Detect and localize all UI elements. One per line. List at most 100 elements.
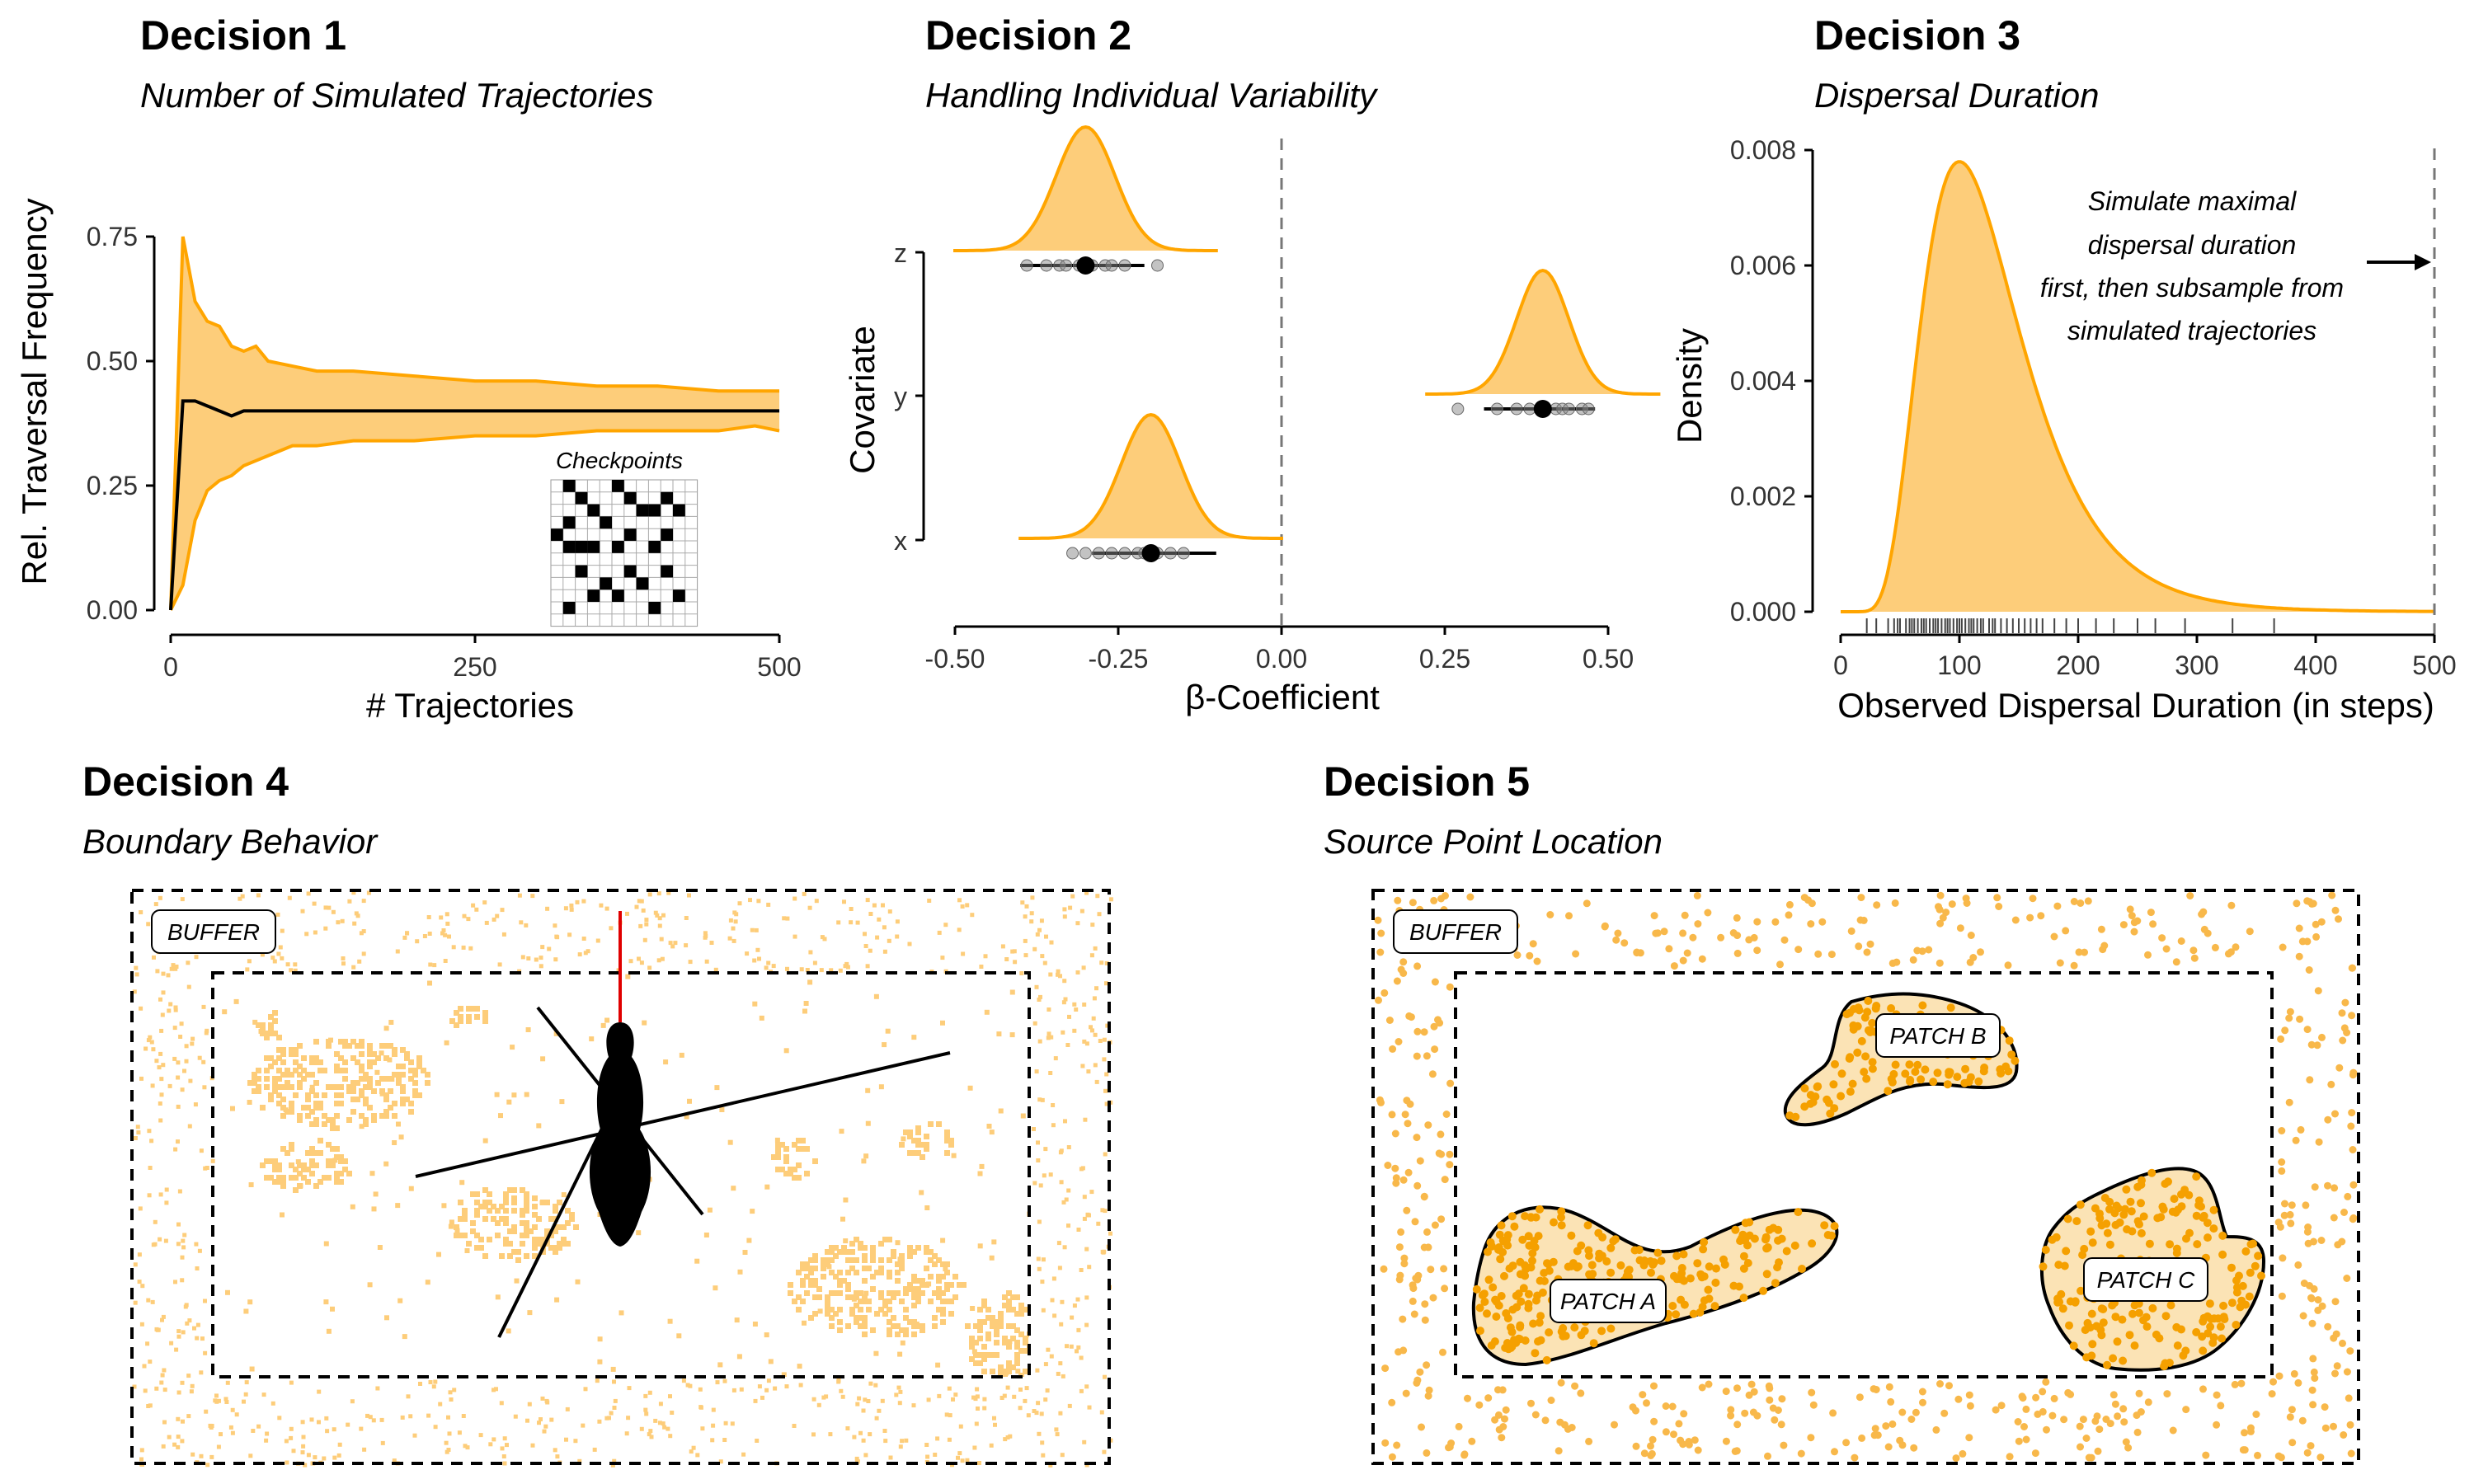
habitat-pixel bbox=[334, 1125, 340, 1131]
habitat-pixel bbox=[1105, 1023, 1110, 1028]
buffer-source-point bbox=[1395, 1038, 1403, 1045]
patch-source-point bbox=[1542, 1355, 1551, 1364]
buffer-source-point bbox=[2122, 1438, 2130, 1446]
y-tick-label: 0.25 bbox=[87, 471, 138, 500]
buffer-source-point bbox=[2293, 899, 2301, 908]
buffer-source-point bbox=[1680, 1410, 1688, 1418]
habitat-pixel bbox=[172, 1056, 177, 1061]
habitat-pixel bbox=[180, 1255, 185, 1260]
habitat-pixel bbox=[388, 1088, 393, 1094]
habitat-pixel bbox=[607, 1416, 611, 1421]
habitat-pixel bbox=[863, 1290, 869, 1296]
habitat-pixel bbox=[899, 1253, 905, 1259]
habitat-pixel bbox=[752, 1322, 758, 1327]
habitat-pixel bbox=[505, 1443, 509, 1448]
habitat-pixel bbox=[181, 1245, 186, 1250]
habitat-pixel bbox=[812, 1257, 818, 1263]
habitat-pixel bbox=[998, 1323, 1004, 1329]
habitat-pixel bbox=[752, 958, 757, 963]
buffer-source-point bbox=[2288, 1439, 2297, 1447]
habitat-pixel bbox=[1050, 1298, 1055, 1303]
habitat-pixel bbox=[998, 1319, 1004, 1325]
habitat-pixel bbox=[161, 1314, 166, 1319]
habitat-pixel bbox=[312, 901, 317, 906]
habitat-pixel bbox=[367, 1051, 373, 1057]
patch-source-point bbox=[1490, 1337, 1499, 1346]
buffer-source-point bbox=[2297, 1125, 2305, 1134]
habitat-pixel bbox=[1074, 1007, 1079, 1012]
buffer-source-point bbox=[2029, 895, 2037, 903]
habitat-pixel bbox=[713, 1285, 718, 1291]
habitat-pixel bbox=[687, 893, 691, 898]
habitat-pixel bbox=[924, 1266, 929, 1271]
habitat-pixel bbox=[534, 957, 539, 962]
habitat-pixel bbox=[972, 1445, 977, 1450]
habitat-pixel bbox=[132, 1384, 137, 1389]
habitat-pixel bbox=[915, 1294, 921, 1300]
habitat-pixel bbox=[824, 1394, 829, 1399]
habitat-pixel bbox=[289, 1146, 294, 1152]
patch-source-point bbox=[1679, 1250, 1688, 1259]
habitat-pixel bbox=[932, 1261, 938, 1267]
habitat-pixel bbox=[829, 1249, 835, 1255]
habitat-pixel bbox=[732, 910, 737, 915]
habitat-pixel bbox=[903, 1307, 909, 1313]
habitat-pixel bbox=[1069, 1344, 1074, 1349]
habitat-pixel bbox=[994, 1319, 999, 1325]
buffer-source-point bbox=[2331, 906, 2340, 914]
habitat-pixel bbox=[276, 1092, 282, 1098]
habitat-pixel bbox=[961, 1282, 967, 1288]
patch-source-point bbox=[2137, 1228, 2146, 1237]
habitat-pixel bbox=[1013, 960, 1018, 965]
buffer-source-point bbox=[1583, 899, 1591, 908]
habitat-pixel bbox=[322, 1121, 327, 1127]
habitat-pixel bbox=[1019, 971, 1024, 975]
habitat-pixel bbox=[788, 1167, 793, 1172]
patch-source-point bbox=[1798, 1265, 1806, 1273]
habitat-pixel bbox=[478, 1433, 483, 1438]
habitat-pixel bbox=[280, 1097, 286, 1102]
habitat-pixel bbox=[1034, 1069, 1039, 1074]
patch-source-point bbox=[1494, 1301, 1503, 1310]
buffer-source-point bbox=[1809, 1401, 1818, 1409]
buffer-source-point bbox=[2277, 1453, 2285, 1462]
habitat-pixel bbox=[711, 1423, 716, 1428]
habitat-pixel bbox=[426, 1413, 431, 1418]
habitat-pixel bbox=[278, 945, 283, 950]
habitat-pixel bbox=[400, 1072, 406, 1078]
habitat-pixel bbox=[861, 1408, 866, 1413]
patch-source-point bbox=[1503, 1235, 1512, 1244]
habitat-pixel bbox=[150, 1299, 155, 1304]
buffer-source-point bbox=[2302, 1201, 2310, 1209]
habitat-pixel bbox=[1023, 1398, 1028, 1403]
habitat-pixel bbox=[163, 1238, 168, 1243]
patch-source-point bbox=[2069, 1341, 2078, 1350]
habitat-pixel bbox=[280, 1051, 286, 1057]
patch-source-point bbox=[1489, 1283, 1498, 1292]
habitat-pixel bbox=[626, 1416, 631, 1421]
patch-source-point bbox=[1739, 1264, 1748, 1273]
habitat-pixel bbox=[863, 944, 868, 948]
patch-source-point bbox=[1857, 1036, 1866, 1045]
habitat-pixel bbox=[985, 1336, 991, 1341]
habitat-pixel bbox=[400, 1047, 406, 1053]
habitat-pixel bbox=[802, 1008, 807, 1014]
habitat-pixel bbox=[289, 1084, 294, 1090]
habitat-pixel bbox=[291, 1449, 296, 1453]
habitat-pixel bbox=[199, 1453, 204, 1458]
habitat-pixel bbox=[145, 1341, 150, 1346]
habitat-pixel bbox=[487, 1191, 492, 1197]
habitat-pixel bbox=[300, 1450, 305, 1455]
habitat-pixel bbox=[873, 993, 879, 999]
buffer-source-point bbox=[2076, 1422, 2084, 1430]
habitat-pixel bbox=[180, 897, 185, 902]
habitat-pixel bbox=[139, 910, 143, 914]
habitat-pixel bbox=[932, 1315, 938, 1321]
buffer-source-point bbox=[1437, 1150, 1446, 1158]
habitat-pixel bbox=[907, 1129, 913, 1135]
patch-source-point bbox=[2099, 1318, 2108, 1327]
patch-source-point bbox=[1536, 1205, 1544, 1214]
habitat-pixel bbox=[326, 1117, 332, 1123]
habitat-pixel bbox=[1051, 1123, 1056, 1128]
habitat-pixel bbox=[276, 1167, 282, 1172]
